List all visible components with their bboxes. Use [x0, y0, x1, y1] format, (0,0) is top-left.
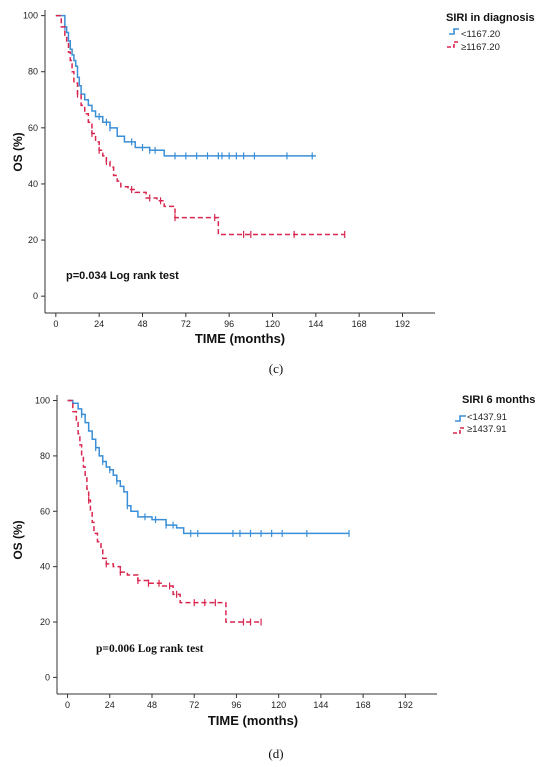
panel-c-ytick-label: 80	[28, 67, 38, 77]
panel-c-legend-label-0: <1167.20	[461, 29, 500, 40]
panel-c-ytick-label: 20	[28, 235, 38, 245]
panel-d-xlabel: TIME (months)	[208, 713, 298, 728]
panel-d-legend-label-0: <1437.91	[467, 412, 507, 423]
panel-c-xtick-label: 120	[265, 319, 280, 329]
panel-d-legend-title: SIRI 6 months	[462, 394, 535, 406]
panel-d: 0 20 40 60 80 100 0 24 48 72 96 120 144 168 192 OS (%)…	[11, 394, 535, 761]
panel-c-xtick-label: 168	[352, 319, 367, 329]
panel-d-xtick-label: 48	[147, 700, 157, 710]
panel-c-km-curve-1	[55, 14, 345, 236]
panel-c-xtick-label: 144	[308, 319, 323, 329]
panel-d-ylabel: OS (%)	[11, 520, 25, 559]
panel-c-xtick-label: 96	[224, 319, 234, 329]
panel-c-km-curve-0	[55, 14, 316, 157]
panel-d-label: (d)	[268, 746, 283, 761]
panel-d-xtick-label: 72	[189, 700, 199, 710]
panel-c: 0 20 40 60 80 100 0 24 48 72 96 120 144 168 192 OS (%)…	[11, 10, 535, 376]
panel-c-xtick-label: 192	[395, 319, 410, 329]
panel-c-ytick-label: 60	[28, 123, 38, 133]
panel-c-ytick-label: 100	[23, 11, 38, 21]
panel-d-xtick-label: 96	[231, 700, 241, 710]
panel-d-xtick-label: 0	[65, 700, 70, 710]
panel-d-legend-label-1: ≥1437.91	[467, 424, 507, 435]
panel-c-xtick-label: 24	[94, 319, 104, 329]
panel-c-label: (c)	[269, 361, 283, 376]
panel-d-plot: 0 20 40 60 80 100 0 24 48 72 96 120 144 168 192	[35, 395, 437, 710]
panel-c-ytick-label: 0	[33, 291, 38, 301]
panel-c-legend-swatch-0	[449, 28, 459, 35]
panel-d-ytick-label: 80	[40, 451, 50, 461]
panel-d-xtick-label: 120	[271, 700, 286, 710]
panel-d-ytick-label: 0	[45, 672, 50, 682]
panel-c-ytick-label: 40	[28, 179, 38, 189]
panel-c-xtick-label: 72	[181, 319, 191, 329]
panel-d-annotation: p=0.006 Log rank test	[96, 643, 204, 655]
panel-c-xtick-label: 0	[53, 319, 58, 329]
panel-c-legend-label-1: ≥1167.20	[461, 42, 500, 53]
panel-d-ytick-label: 20	[40, 617, 50, 627]
panel-d-xtick-label: 192	[398, 700, 413, 710]
panel-d-km-curve-1	[67, 399, 262, 623]
panel-d-legend: SIRI 6 months <1437.91 ≥1437.91	[453, 394, 535, 435]
panel-d-xtick-label: 168	[356, 700, 371, 710]
panel-d-km-curve-0	[67, 399, 350, 535]
panel-c-annotation: p=0.034 Log rank test	[66, 270, 179, 282]
panel-d-xtick-label: 24	[105, 700, 115, 710]
panel-d-xtick-label: 144	[313, 700, 328, 710]
panel-c-legend-swatch-1	[447, 41, 459, 48]
panel-c-xlabel: TIME (months)	[195, 331, 285, 346]
panel-d-legend-swatch-1	[453, 427, 466, 434]
panel-c-xtick-label: 48	[137, 319, 147, 329]
panel-c-legend: SIRI in diagnosis <1167.20 ≥1167.20	[446, 12, 535, 53]
panel-d-legend-swatch-0	[455, 415, 466, 422]
panel-d-ytick-label: 40	[40, 562, 50, 572]
panel-c-legend-title: SIRI in diagnosis	[446, 12, 535, 24]
panel-d-ytick-label: 100	[35, 396, 50, 406]
panel-d-ytick-label: 60	[40, 506, 50, 516]
panel-c-ylabel: OS (%)	[11, 132, 25, 171]
panel-c-plot: 0 20 40 60 80 100 0 24 48 72 96 120 144 168 192	[23, 10, 435, 329]
